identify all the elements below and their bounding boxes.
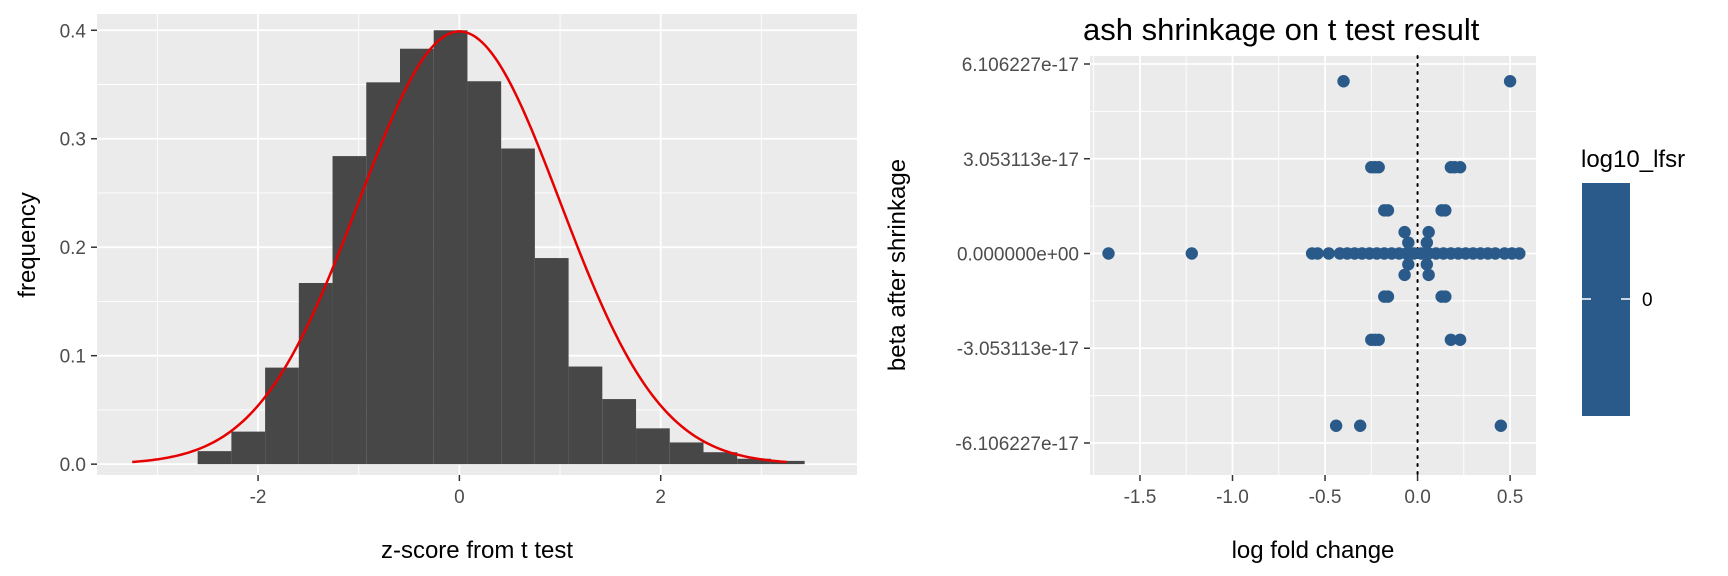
histogram-x-tick-label: 2 <box>655 487 666 508</box>
histogram-panel: -2 0 2 0.0 0.1 0.2 0.3 0.4 z-score from t test… <box>14 14 857 564</box>
legend-label: 0 <box>1642 290 1653 311</box>
histogram-bar <box>669 442 704 465</box>
scatter-point <box>1422 268 1435 282</box>
histogram-bar <box>433 30 468 465</box>
scatter-x-tick-label: -1.0 <box>1216 487 1249 508</box>
scatter-x-tick-label: -0.5 <box>1309 487 1342 508</box>
histogram-y-axis-title: frequency <box>14 192 41 297</box>
scatter-points <box>1102 75 1526 432</box>
scatter-panel: ash shrinkage on t test result -1.5 -1.0-… <box>884 12 1685 564</box>
scatter-point <box>1353 419 1367 432</box>
histogram-y-tick-label: 0.3 <box>60 130 86 151</box>
histogram-bar <box>467 81 502 465</box>
histogram-x-tick-label: -2 <box>250 487 267 508</box>
scatter-point <box>1489 247 1502 260</box>
scatter-plot-title: ash shrinkage on t test result <box>1083 12 1480 47</box>
scatter-point <box>1439 204 1452 217</box>
histogram-bar <box>501 148 535 465</box>
histogram-bars <box>197 30 805 465</box>
histogram-bar <box>703 452 738 465</box>
histogram-bar <box>298 283 333 465</box>
scatter-point <box>1420 258 1434 271</box>
normal-density-curve <box>132 30 787 464</box>
scatter-y-tick-label: 6.106227e-17 <box>962 55 1079 76</box>
scatter-point <box>1185 247 1198 260</box>
scatter-point <box>1444 333 1458 346</box>
histogram-bar <box>534 258 569 465</box>
scatter-y-tick-label: -3.053113e-17 <box>957 339 1079 360</box>
scatter-x-tick-label: 0.0 <box>1404 487 1430 508</box>
scatter-y-axis-title: beta after shrinkage <box>884 159 911 371</box>
scatter-point <box>1402 236 1415 249</box>
scatter-point <box>1337 75 1350 88</box>
scatter-point <box>1453 333 1467 346</box>
scatter-plot-background <box>1090 56 1536 475</box>
histogram-bar <box>265 367 299 465</box>
histogram-x-ticks: -2 0 2 <box>250 475 666 508</box>
histogram-y-tick-label: 0.0 <box>60 455 86 476</box>
histogram-bar <box>399 48 434 465</box>
histogram-bar <box>737 458 771 465</box>
scatter-point <box>1453 161 1467 174</box>
histogram-y-tick-label: 0.1 <box>60 347 86 368</box>
color-legend: log10_lfsr 0 <box>1581 146 1685 416</box>
scatter-y-tick-label: 0.000000e+00 <box>957 245 1079 266</box>
histogram-y-tick-label: 0.2 <box>60 238 86 259</box>
histogram-bar <box>197 451 232 465</box>
scatter-point <box>1422 225 1435 239</box>
scatter-point <box>1439 290 1452 303</box>
scatter-point <box>1102 247 1115 260</box>
legend-title: log10_lfsr <box>1581 146 1685 173</box>
scatter-y-ticks: -6.106227e-17 -3.053113e-17 0.000000e+00 3.… <box>955 55 1090 455</box>
scatter-x-ticks: -1.5 -1.0 -0.5 0.0 0.5 <box>1124 475 1523 508</box>
scatter-point <box>1372 333 1385 346</box>
scatter-point <box>1372 161 1385 174</box>
scatter-point <box>1398 268 1411 282</box>
histogram-bar <box>636 428 670 465</box>
histogram-x-tick-label: 0 <box>454 487 465 508</box>
scatter-x-tick-label: -1.5 <box>1124 487 1157 508</box>
histogram-bar <box>602 399 637 465</box>
scatter-y-tick-label: -6.106227e-17 <box>955 434 1079 455</box>
scatter-point <box>1513 247 1526 260</box>
histogram-bar <box>770 460 805 465</box>
scatter-x-axis-title: log fold change <box>1232 537 1395 564</box>
scatter-point <box>1322 247 1335 260</box>
histogram-bar <box>332 156 367 465</box>
scatter-minor-grid <box>1090 56 1536 475</box>
scatter-point <box>1494 419 1508 432</box>
scatter-point <box>1381 290 1395 303</box>
scatter-point <box>1402 258 1415 271</box>
scatter-y-tick-label: 3.053113e-17 <box>963 150 1079 171</box>
scatter-point <box>1398 225 1411 239</box>
scatter-point <box>1420 236 1434 249</box>
scatter-point <box>1503 75 1517 88</box>
scatter-point <box>1329 419 1343 432</box>
histogram-bar <box>568 366 603 465</box>
scatter-x-tick-label: 0.5 <box>1497 487 1523 508</box>
histogram-bar <box>231 431 266 465</box>
histogram-y-ticks: 0.0 0.1 0.2 0.3 0.4 <box>60 21 97 476</box>
scatter-point <box>1311 247 1324 260</box>
histogram-x-axis-title: z-score from t test <box>381 537 573 564</box>
histogram-bar <box>366 82 400 465</box>
histogram-y-tick-label: 0.4 <box>60 21 87 42</box>
scatter-point <box>1381 204 1395 217</box>
